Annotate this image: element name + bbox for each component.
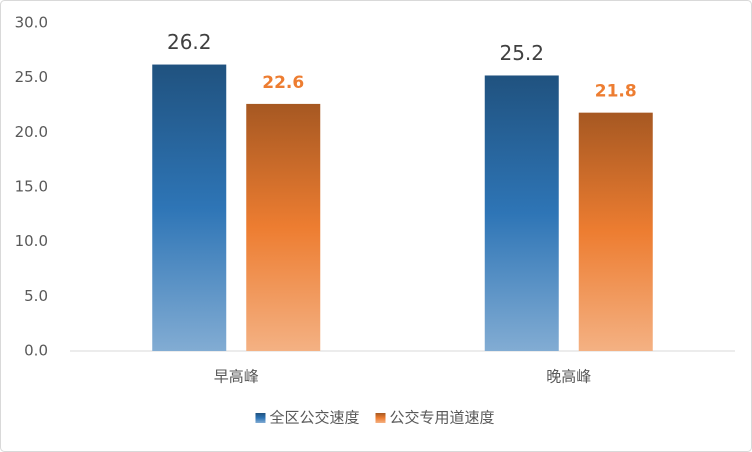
y-tick-label: 15.0 — [15, 178, 48, 196]
legend-swatch — [255, 413, 266, 423]
bar — [484, 75, 559, 351]
bar — [246, 103, 321, 351]
y-tick-label: 0.0 — [24, 342, 48, 360]
y-tick-label: 5.0 — [24, 287, 48, 305]
y-tick-label: 25.0 — [15, 68, 48, 86]
value-label: 25.2 — [499, 41, 544, 65]
value-label: 22.6 — [262, 73, 304, 93]
legend-label: 公交专用道速度 — [390, 409, 495, 427]
legend-label: 全区公交速度 — [269, 409, 359, 427]
y-tick-label: 30.0 — [15, 14, 48, 32]
x-tick-label: 早高峰 — [214, 368, 259, 386]
bar — [152, 64, 227, 352]
y-tick-label: 20.0 — [15, 123, 48, 141]
value-label: 26.2 — [167, 30, 212, 54]
x-tick-label: 晚高峰 — [546, 368, 591, 386]
y-tick-label: 10.0 — [15, 232, 48, 250]
value-label: 21.8 — [595, 82, 637, 102]
legend-swatch — [375, 413, 386, 423]
bar — [578, 112, 653, 351]
